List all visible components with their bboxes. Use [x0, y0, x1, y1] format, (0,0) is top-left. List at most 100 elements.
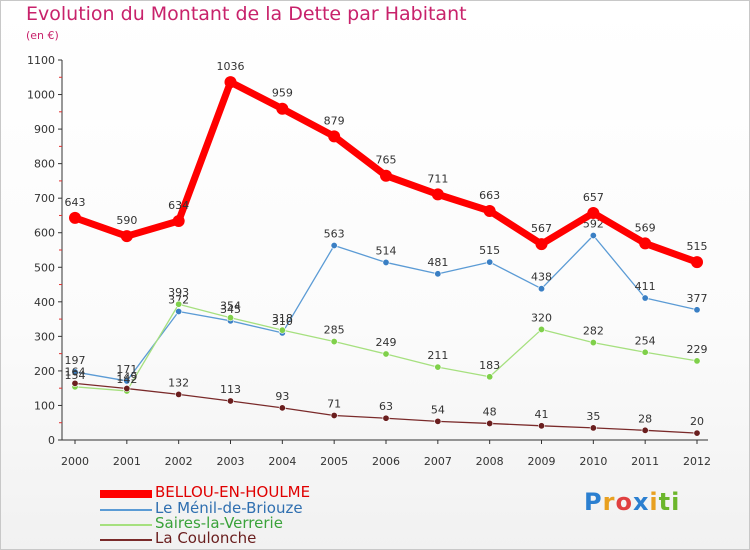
data-point-bellou-en-houlme — [120, 230, 133, 243]
y-tick-label: 1100 — [27, 54, 55, 67]
data-label-saires-la-verrerie: 154 — [65, 369, 86, 382]
data-label-bellou-en-houlme: 567 — [531, 222, 552, 235]
data-label-saires-la-verrerie: 249 — [376, 336, 397, 349]
x-tick-label: 2006 — [372, 455, 400, 468]
data-label-bellou-en-houlme: 711 — [427, 172, 448, 185]
legend-label: La Coulonche — [155, 529, 257, 547]
x-tick-label: 2002 — [165, 455, 193, 468]
legend-label: BELLOU-EN-HOULME — [155, 483, 311, 501]
data-point-la-coulonche — [71, 379, 79, 387]
data-point-saires-la-verrerie — [175, 300, 183, 308]
data-point-bellou-en-houlme — [691, 256, 703, 269]
data-point-saires-la-verrerie — [537, 325, 545, 333]
data-label-bellou-en-houlme: 515 — [687, 240, 708, 253]
data-label-la-coulonche: 28 — [638, 412, 652, 425]
data-point-la-coulonche — [278, 404, 286, 412]
legend-swatch — [100, 539, 152, 541]
data-point-la-coulonche — [382, 414, 390, 422]
x-tick-label: 2012 — [683, 455, 711, 468]
data-point-le-menil-de-briouze — [693, 306, 701, 314]
data-label-le-menil-de-briouze: 411 — [635, 280, 656, 293]
data-label-la-coulonche: 132 — [168, 376, 189, 389]
x-tick-label: 2010 — [579, 455, 607, 468]
data-label-le-menil-de-briouze: 171 — [116, 363, 137, 376]
y-tick-label: 500 — [34, 261, 55, 274]
data-label-bellou-en-houlme: 765 — [376, 154, 397, 167]
data-label-le-menil-de-briouze: 438 — [531, 271, 552, 284]
x-tick-label: 2011 — [631, 455, 659, 468]
y-tick-label: 600 — [34, 227, 55, 240]
data-point-la-coulonche — [175, 390, 183, 398]
legend-swatch — [100, 490, 152, 498]
data-label-la-coulonche: 41 — [535, 408, 549, 421]
y-tick-label: 200 — [34, 365, 55, 378]
chart-unit: (en €) — [26, 29, 59, 42]
data-label-bellou-en-houlme: 663 — [479, 189, 500, 202]
data-label-bellou-en-houlme: 634 — [168, 199, 189, 212]
data-label-la-coulonche: 71 — [327, 397, 341, 410]
data-point-saires-la-verrerie — [278, 326, 286, 334]
legend-label: Saires-la-Verrerie — [155, 514, 283, 532]
data-point-le-menil-de-briouze — [382, 258, 390, 266]
x-tick-label: 2009 — [528, 455, 556, 468]
data-point-le-menil-de-briouze — [123, 377, 131, 385]
data-label-bellou-en-houlme: 1036 — [217, 60, 245, 73]
y-tick-label: 400 — [34, 296, 55, 309]
y-tick-label: 1000 — [27, 89, 55, 102]
data-point-saires-la-verrerie — [227, 314, 235, 322]
data-point-bellou-en-houlme — [535, 238, 548, 251]
data-point-la-coulonche — [434, 417, 442, 425]
data-label-saires-la-verrerie: 282 — [583, 325, 604, 338]
data-label-le-menil-de-briouze: 592 — [583, 217, 604, 230]
data-label-saires-la-verrerie: 318 — [272, 312, 293, 325]
data-point-bellou-en-houlme — [639, 237, 652, 250]
data-label-bellou-en-houlme: 879 — [324, 114, 345, 127]
chart-title: Evolution du Montant de la Dette par Hab… — [26, 3, 467, 25]
data-point-la-coulonche — [693, 429, 701, 437]
data-point-saires-la-verrerie — [641, 348, 649, 356]
data-point-bellou-en-houlme — [276, 102, 289, 115]
legend-swatch — [100, 509, 152, 511]
y-tick-label: 0 — [48, 434, 55, 447]
data-label-le-menil-de-briouze: 514 — [376, 244, 397, 257]
data-label-bellou-en-houlme: 643 — [65, 196, 86, 209]
x-tick-label: 2007 — [424, 455, 452, 468]
data-label-bellou-en-houlme: 590 — [116, 214, 137, 227]
legend-label: Le Ménil-de-Briouze — [155, 499, 303, 517]
data-label-la-coulonche: 164 — [65, 365, 86, 378]
data-label-saires-la-verrerie: 229 — [687, 343, 708, 356]
data-label-le-menil-de-briouze: 345 — [220, 303, 241, 316]
data-point-bellou-en-houlme — [224, 76, 237, 89]
data-point-le-menil-de-briouze — [486, 258, 494, 266]
data-point-bellou-en-houlme — [172, 214, 185, 227]
data-label-le-menil-de-briouze: 515 — [479, 244, 500, 257]
data-label-la-coulonche: 113 — [220, 383, 241, 396]
data-point-la-coulonche — [641, 426, 649, 434]
data-label-saires-la-verrerie: 393 — [168, 286, 189, 299]
data-label-le-menil-de-briouze: 377 — [687, 292, 708, 305]
data-point-bellou-en-houlme — [328, 130, 341, 143]
data-label-le-menil-de-briouze: 197 — [65, 354, 86, 367]
data-label-saires-la-verrerie: 354 — [220, 300, 241, 313]
x-tick-label: 2001 — [113, 455, 141, 468]
data-label-le-menil-de-briouze: 563 — [324, 228, 345, 241]
data-label-la-coulonche: 63 — [379, 400, 393, 413]
data-point-la-coulonche — [227, 397, 235, 405]
data-label-la-coulonche: 93 — [275, 390, 289, 403]
data-point-le-menil-de-briouze — [537, 285, 545, 293]
x-tick-label: 2008 — [476, 455, 504, 468]
x-tick-label: 2004 — [268, 455, 296, 468]
data-label-la-coulonche: 35 — [586, 410, 600, 423]
data-label-saires-la-verrerie: 183 — [479, 359, 500, 372]
x-tick-label: 2000 — [61, 455, 89, 468]
data-point-le-menil-de-briouze — [434, 270, 442, 278]
data-label-le-menil-de-briouze: 310 — [272, 315, 293, 328]
data-label-saires-la-verrerie: 211 — [427, 349, 448, 362]
data-label-bellou-en-houlme: 657 — [583, 191, 604, 204]
data-point-la-coulonche — [330, 411, 338, 419]
data-point-la-coulonche — [537, 422, 545, 430]
data-label-bellou-en-houlme: 569 — [635, 221, 656, 234]
y-tick-label: 100 — [34, 399, 55, 412]
data-point-saires-la-verrerie — [434, 363, 442, 371]
